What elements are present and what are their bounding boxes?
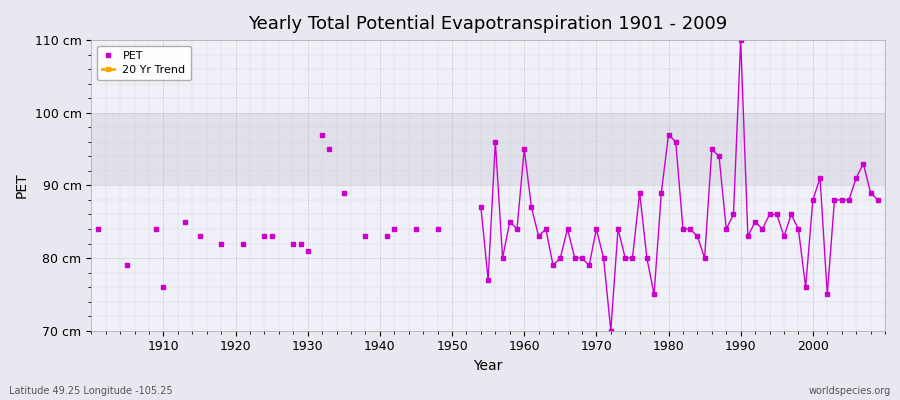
- PET: [238, 241, 248, 246]
- PET: [93, 227, 104, 232]
- Text: worldspecies.org: worldspecies.org: [809, 386, 891, 396]
- PET: [180, 219, 191, 224]
- PET: [266, 234, 277, 239]
- PET: [317, 132, 328, 137]
- PET: [338, 190, 349, 195]
- PET: [122, 263, 133, 268]
- PET: [410, 227, 421, 232]
- Bar: [91, 113, 885, 186]
- PET: [302, 248, 313, 253]
- X-axis label: Year: Year: [473, 359, 503, 373]
- PET: [389, 227, 400, 232]
- PET: [194, 234, 205, 239]
- Title: Yearly Total Potential Evapotranspiration 1901 - 2009: Yearly Total Potential Evapotranspiratio…: [248, 15, 728, 33]
- PET: [151, 227, 162, 232]
- PET: [158, 285, 169, 290]
- PET: [216, 241, 227, 246]
- PET: [432, 227, 443, 232]
- PET: [288, 241, 299, 246]
- PET: [382, 234, 392, 239]
- PET: [259, 234, 270, 239]
- PET: [324, 147, 335, 152]
- Text: Latitude 49.25 Longitude -105.25: Latitude 49.25 Longitude -105.25: [9, 386, 173, 396]
- PET: [360, 234, 371, 239]
- Y-axis label: PET: PET: [15, 173, 29, 198]
- Line: PET: PET: [96, 132, 440, 289]
- PET: [295, 241, 306, 246]
- Legend: PET, 20 Yr Trend: PET, 20 Yr Trend: [97, 46, 191, 80]
